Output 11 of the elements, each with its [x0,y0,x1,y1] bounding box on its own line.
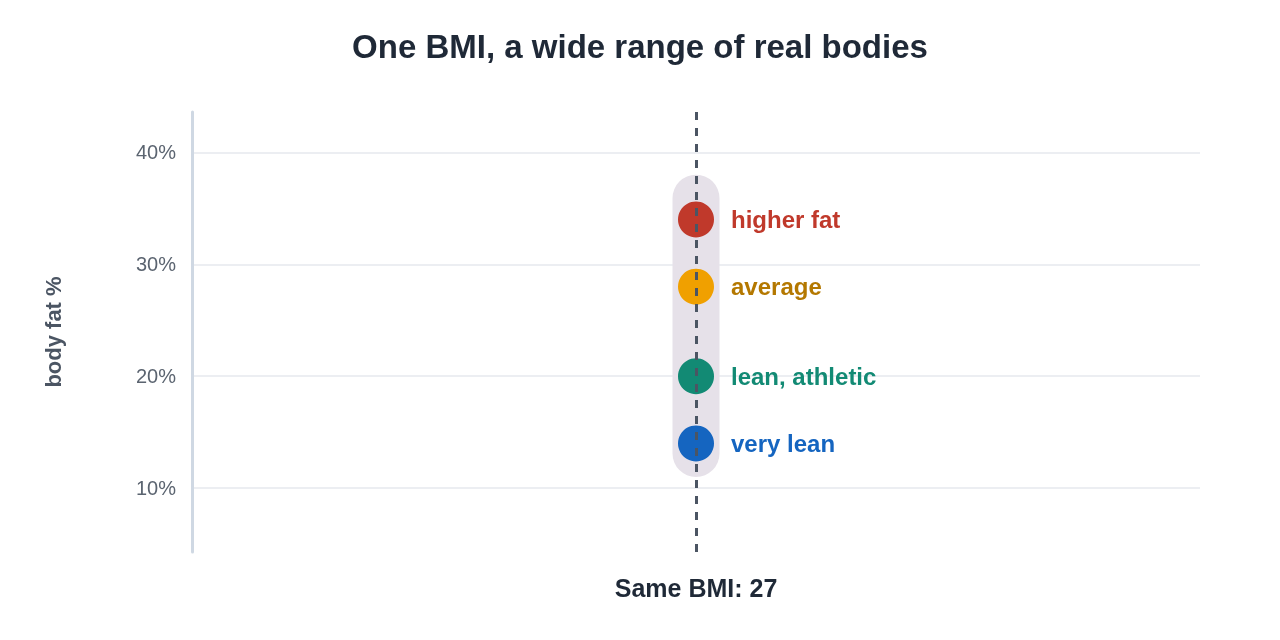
y-axis-title: body fat % [40,276,66,388]
series-label: lean, athletic [731,362,877,390]
x-tick-label: Same BMI: 27 [614,573,778,602]
y-tick-label: 30% [135,253,177,276]
y-tick-label: 20% [135,365,177,388]
series-label: average [731,273,822,301]
series-label: higher fat [731,205,841,233]
chart-title: One BMI, a wide range of real bodies [352,28,928,65]
y-tick-label: 10% [135,477,177,500]
y-tick-label: 40% [135,141,177,164]
series-label: very lean [731,429,836,457]
